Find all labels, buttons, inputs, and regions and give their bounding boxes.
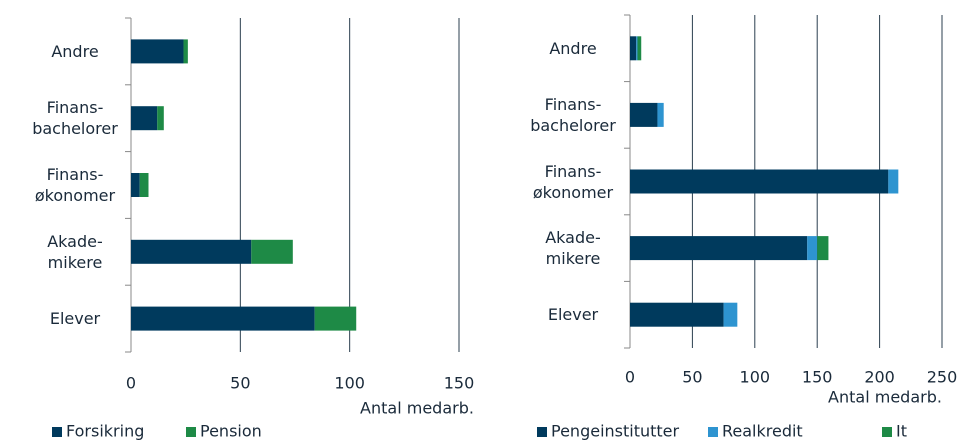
category-label: Akade- mikere <box>47 231 103 272</box>
bar-segment <box>630 169 889 194</box>
x-tick-label: 250 <box>927 368 958 387</box>
category-label: Akade- mikere <box>545 228 601 269</box>
x-tick-label: 50 <box>230 374 250 393</box>
bar-segment <box>657 102 664 127</box>
bar-segment <box>630 36 637 61</box>
legend-swatch <box>537 427 547 437</box>
bar-segment <box>630 236 808 261</box>
bar-segment <box>888 169 899 194</box>
bar-segment <box>723 302 738 327</box>
category-label: Elever <box>547 305 599 325</box>
x-tick-label: 100 <box>740 368 771 387</box>
bar-segment <box>131 39 184 64</box>
legend-swatch <box>52 427 62 437</box>
x-tick-label: 150 <box>802 368 833 387</box>
bar-segment <box>636 36 638 61</box>
bar-segment <box>637 36 642 61</box>
bar-segment <box>131 306 315 331</box>
category-label: Finans- økonomer <box>34 165 116 205</box>
legend-label: Forsikring <box>66 422 144 440</box>
legend-label: Pengeinstitutter <box>551 422 680 440</box>
bar-segment <box>314 306 357 331</box>
legend-swatch <box>882 427 892 437</box>
category-label: Finans- bachelorer <box>530 94 616 135</box>
category-label: Finans- bachelorer <box>32 98 118 139</box>
bar-segment <box>817 236 829 261</box>
bar-segment <box>807 236 818 261</box>
bar-segment <box>630 302 724 327</box>
x-tick-label: 200 <box>864 368 895 387</box>
bar-segment <box>157 106 164 131</box>
bar-segment <box>630 102 658 127</box>
x-tick-label: 150 <box>444 374 475 393</box>
x-tick-label: 0 <box>126 374 136 393</box>
x-axis-title: Antal medarb. <box>828 388 942 407</box>
legend-label: It <box>896 422 907 440</box>
bar-segment <box>131 239 252 264</box>
legend-label: Pension <box>200 422 262 440</box>
x-axis-title: Antal medarb. <box>360 399 474 418</box>
legend-swatch <box>186 427 196 437</box>
x-tick-label: 50 <box>682 368 702 387</box>
x-tick-label: 0 <box>625 368 635 387</box>
category-label: Elever <box>49 309 101 329</box>
category-label: Andre <box>51 41 99 61</box>
category-label: Andre <box>549 38 597 58</box>
bar-segment <box>139 173 149 197</box>
bar-segment <box>251 239 293 264</box>
legend-swatch <box>708 427 718 437</box>
bar-segment <box>131 106 158 131</box>
bar-segment <box>131 173 140 197</box>
legend-label: Realkredit <box>722 422 803 440</box>
category-label: Finans- økonomer <box>532 161 614 202</box>
x-tick-label: 100 <box>334 374 365 393</box>
bar-segment <box>183 39 188 64</box>
